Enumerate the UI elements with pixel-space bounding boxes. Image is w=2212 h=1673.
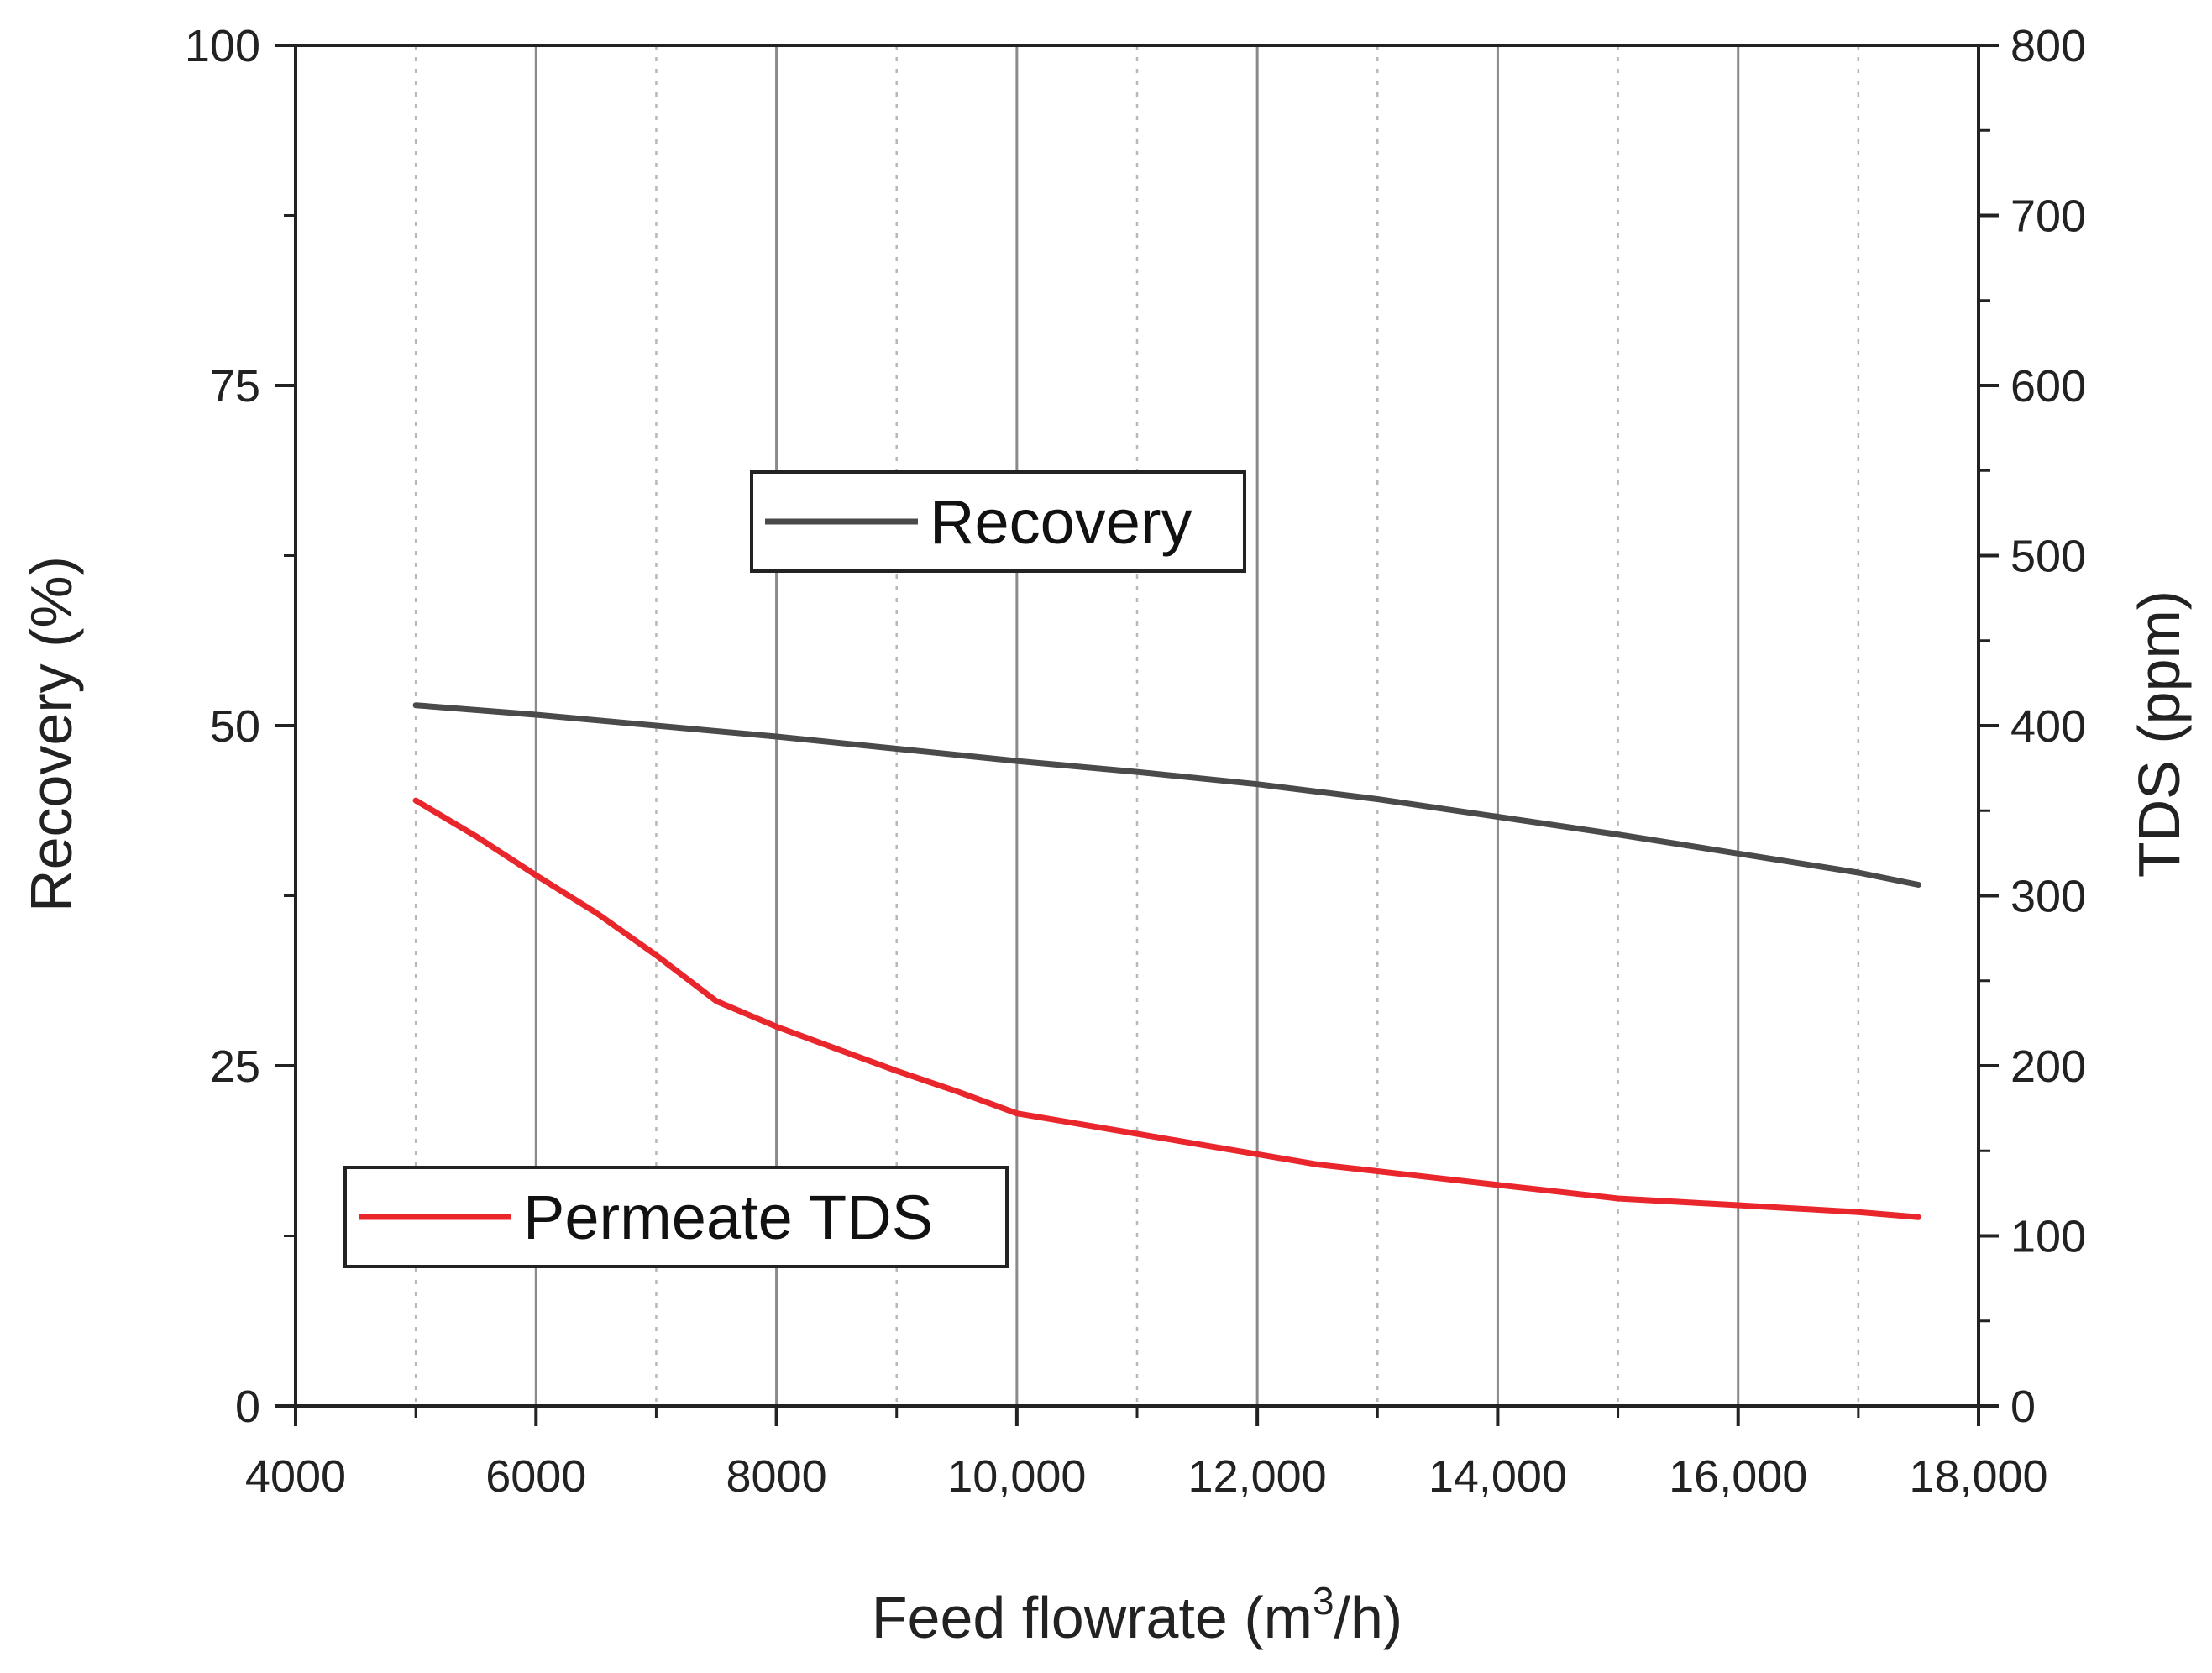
y-right-tick-label: 100 bbox=[2010, 1212, 2086, 1262]
y-right-tick-label: 800 bbox=[2010, 21, 2086, 71]
series bbox=[412, 702, 1921, 1220]
y-left-axis-title: Recovery (%) bbox=[18, 556, 84, 912]
y-left-tick-label: 25 bbox=[210, 1041, 260, 1092]
y-left-tick-label: 0 bbox=[235, 1382, 260, 1432]
x-axis-title-tail: /h) bbox=[1334, 1585, 1403, 1650]
x-tick-label: 14,000 bbox=[1428, 1451, 1567, 1502]
x-axis-title-main: Feed flowrate (m bbox=[872, 1585, 1313, 1650]
x-tick-label: 6000 bbox=[485, 1451, 586, 1502]
x-axis-title: Feed flowrate (m3/h) bbox=[872, 1579, 1402, 1650]
y-right-tick-label: 700 bbox=[2010, 191, 2086, 242]
x-axis-title-superscript: 3 bbox=[1313, 1579, 1334, 1623]
y-left-tick-label: 100 bbox=[185, 21, 260, 71]
legend-recovery-label: Recovery bbox=[930, 487, 1192, 557]
legend-recovery: Recovery bbox=[750, 470, 1246, 573]
y-left-tick-label: 75 bbox=[210, 361, 260, 412]
y-left-tick-label: 50 bbox=[210, 701, 260, 752]
x-tick-label: 4000 bbox=[245, 1451, 346, 1502]
y-right-tick-label: 400 bbox=[2010, 701, 2086, 752]
y-right-tick-label: 0 bbox=[2010, 1382, 2036, 1432]
x-tick-label: 18,000 bbox=[1909, 1451, 2047, 1502]
y-right-tick-label: 200 bbox=[2010, 1041, 2086, 1092]
x-tick-label: 16,000 bbox=[1669, 1451, 1807, 1502]
y-right-tick-label: 300 bbox=[2010, 872, 2086, 922]
y-right-axis-title: TDS (ppm) bbox=[2126, 590, 2192, 878]
y-right-tick-label: 500 bbox=[2010, 532, 2086, 582]
y-right-tick-label: 600 bbox=[2010, 361, 2086, 412]
series-line-recovery bbox=[412, 702, 1921, 888]
x-tick-label: 8000 bbox=[726, 1451, 827, 1502]
legend-permeate-tds: Permeate TDS bbox=[343, 1166, 1009, 1268]
legend-permeate-tds-label: Permeate TDS bbox=[523, 1183, 933, 1252]
series-line-permeate-tds bbox=[412, 797, 1921, 1220]
x-tick-label: 10,000 bbox=[947, 1451, 1086, 1502]
x-tick-label: 12,000 bbox=[1188, 1451, 1327, 1502]
axes: 4000 6000 8000 10,000 12,000 14,000 16,000 18,0… bbox=[185, 21, 2086, 1502]
plot-frame bbox=[294, 44, 1980, 1408]
